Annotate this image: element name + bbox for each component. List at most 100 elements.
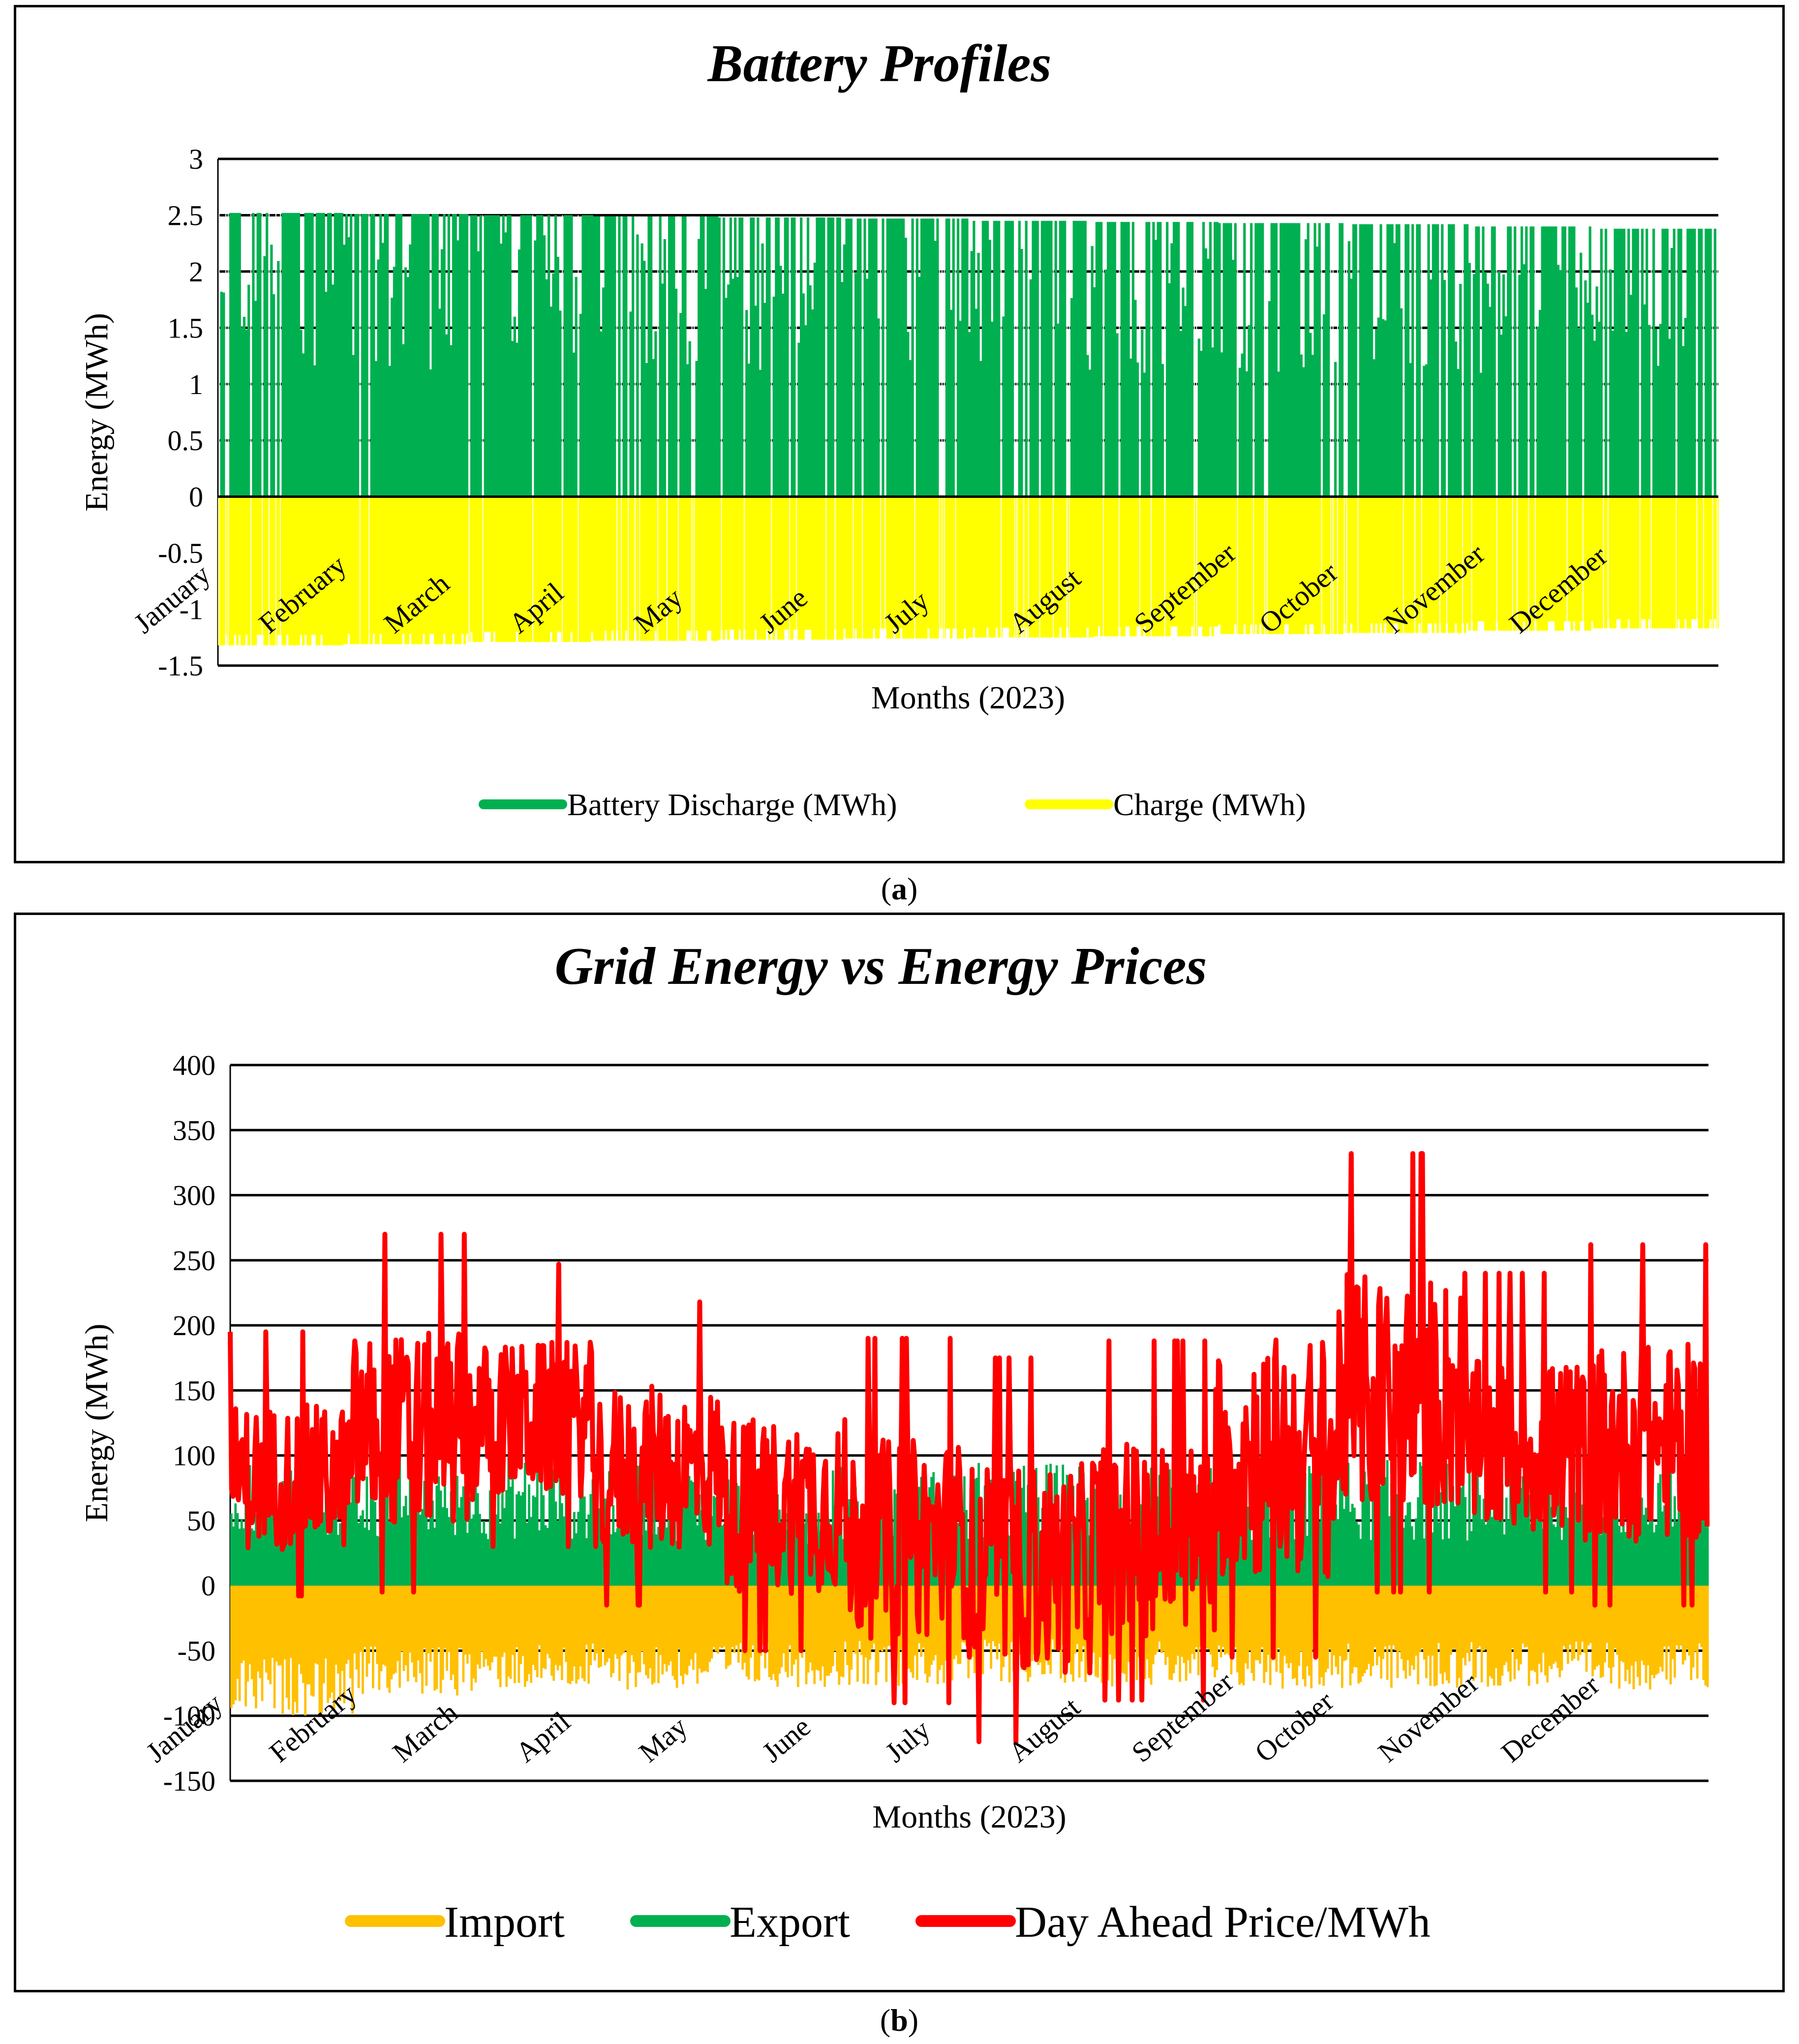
charge-bar <box>1629 496 1632 629</box>
import-bar <box>369 1586 372 1647</box>
discharge-bar <box>1293 223 1296 497</box>
import-bar <box>534 1586 537 1670</box>
charge-bar <box>1316 496 1319 634</box>
charge-bar <box>399 496 402 644</box>
discharge-bar <box>779 266 782 497</box>
import-bar <box>1351 1586 1354 1674</box>
export-bar <box>965 1510 968 1586</box>
import-bar <box>1520 1586 1522 1665</box>
charge-bar <box>1334 496 1337 634</box>
discharge-bar <box>1268 301 1271 497</box>
import-bar <box>1293 1586 1296 1678</box>
discharge-bar <box>1586 303 1589 497</box>
discharge-bar <box>947 218 950 497</box>
charge-bar <box>416 496 419 644</box>
charge-bar <box>882 496 884 629</box>
import-bar <box>581 1586 584 1678</box>
discharge-bar <box>384 214 387 497</box>
discharge-bar <box>804 325 807 497</box>
import-bar <box>1487 1586 1490 1687</box>
export-bar <box>967 1539 970 1586</box>
discharge-bar <box>1220 352 1223 497</box>
import-bar <box>505 1586 508 1687</box>
charge-bar <box>738 496 741 630</box>
discharge-bar <box>1136 362 1139 497</box>
import-bar <box>302 1586 305 1683</box>
import-bar <box>776 1586 779 1687</box>
charge-bar <box>959 496 962 639</box>
discharge-bar <box>1548 226 1551 497</box>
export-bar <box>600 1532 603 1586</box>
discharge-bar <box>1430 279 1433 497</box>
export-bar <box>1480 1519 1483 1586</box>
charge-bar <box>1325 496 1328 634</box>
export-bar <box>1037 1497 1040 1586</box>
import-bar <box>852 1586 855 1651</box>
charge-bar <box>961 496 964 639</box>
export-bar <box>1581 1504 1584 1586</box>
discharge-bar <box>220 291 223 497</box>
discharge-bar <box>711 216 714 497</box>
import-bar <box>675 1586 678 1688</box>
import-bar <box>1179 1586 1181 1682</box>
charge-bar <box>1300 496 1303 634</box>
discharge-bar <box>1598 322 1601 497</box>
discharge-bar <box>1500 335 1503 497</box>
charge-bar <box>622 496 625 641</box>
discharge-bar <box>1375 329 1378 497</box>
charge-bar <box>604 496 607 631</box>
discharge-bar <box>243 317 246 497</box>
charge-bar <box>413 496 416 644</box>
import-bar <box>1540 1586 1543 1673</box>
discharge-bar <box>1032 220 1035 497</box>
idle-gap <box>1357 224 1359 633</box>
discharge-bar <box>590 215 594 497</box>
discharge-bar <box>1050 220 1053 497</box>
export-bar <box>536 1470 539 1586</box>
export-bar <box>712 1495 715 1586</box>
y-tick-label: -50 <box>178 1635 215 1667</box>
export-bar <box>1620 1532 1623 1586</box>
discharge-bar <box>1281 223 1284 497</box>
export-bar <box>1447 1538 1450 1586</box>
export-bar <box>675 1541 678 1586</box>
charge-bar <box>1386 496 1389 633</box>
charge-bar <box>1179 496 1182 637</box>
import-bar <box>250 1586 253 1679</box>
import-bar <box>1408 1586 1411 1676</box>
export-bar <box>530 1517 533 1586</box>
import-bar <box>1053 1586 1056 1650</box>
import-bar <box>579 1586 582 1667</box>
export-bar <box>468 1496 471 1586</box>
import-bar <box>1639 1586 1641 1686</box>
charge-bar <box>1064 496 1067 638</box>
import-bar <box>735 1586 738 1646</box>
idle-gap <box>635 216 636 641</box>
discharge-bar <box>1040 220 1044 497</box>
charge-bar <box>1361 496 1364 633</box>
export-bar <box>667 1486 670 1586</box>
export-bar <box>571 1538 574 1586</box>
export-bar <box>538 1530 541 1586</box>
discharge-bar <box>993 220 996 497</box>
discharge-bar <box>1525 226 1528 497</box>
discharge-bar <box>868 218 871 497</box>
import-bar <box>1207 1586 1210 1649</box>
import-bar <box>836 1586 838 1672</box>
export-bar <box>1238 1534 1241 1586</box>
discharge-bar <box>1043 220 1046 497</box>
charge-bar <box>438 496 441 644</box>
export-bar <box>1482 1498 1485 1586</box>
import-bar <box>283 1586 286 1660</box>
charge-bar <box>1184 496 1187 637</box>
charge-bar <box>1430 496 1433 624</box>
charge-bar <box>1313 496 1316 634</box>
charge-bar <box>520 496 523 642</box>
legend-item: Import <box>345 1898 565 1947</box>
export-bar <box>1509 1458 1512 1586</box>
export-bar <box>250 1528 253 1586</box>
discharge-bar <box>541 215 544 497</box>
discharge-bar <box>411 214 414 497</box>
import-bar <box>257 1586 260 1672</box>
export-bar <box>1525 1485 1528 1586</box>
